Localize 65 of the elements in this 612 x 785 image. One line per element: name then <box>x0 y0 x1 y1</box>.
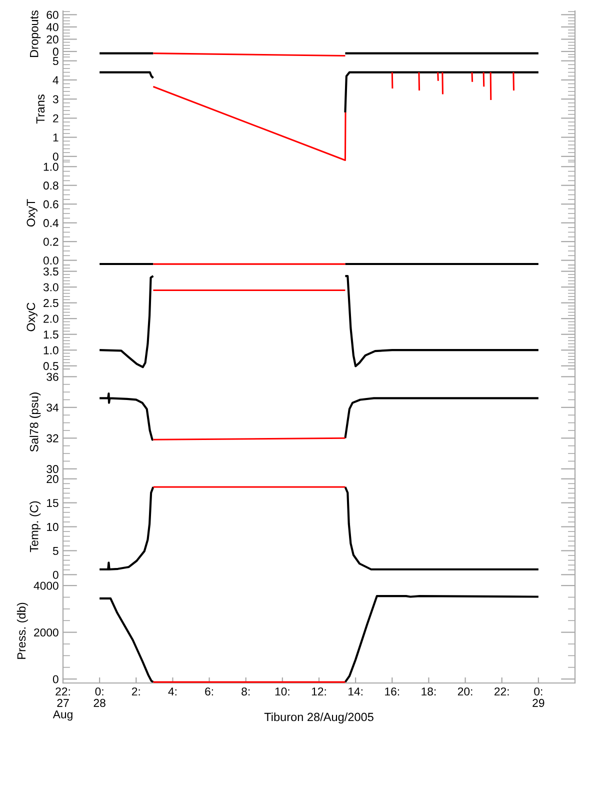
y-tick-label: 3 <box>52 95 58 104</box>
y-tick-label: 60 <box>46 10 58 19</box>
y-axis-title: Sal78 (psu) <box>30 392 41 452</box>
y-axis-title: OxyT <box>26 199 38 227</box>
x-tick-label: 22: <box>494 687 509 696</box>
y-tick-label: 36 <box>46 372 58 381</box>
y-axis-title: Dropouts <box>30 10 41 57</box>
line-series <box>344 595 540 683</box>
y-tick-label: 0.8 <box>43 182 58 190</box>
y-tick-label: 5 <box>52 546 58 555</box>
y-tick-label: 1.0 <box>44 346 58 354</box>
line-series <box>98 392 154 441</box>
y-tick-label: 1 <box>53 134 58 142</box>
x-tick-label: 4: <box>168 688 176 696</box>
y-tick-label: 10 <box>47 522 58 531</box>
y-tick-label: 0.4 <box>43 219 58 228</box>
y-tick-label: 0 <box>52 48 58 56</box>
x-tick-label: 22: 27 Aug <box>52 687 72 721</box>
y-tick-label: 20 <box>46 35 58 44</box>
y-tick-label: 4000 <box>34 582 58 590</box>
y-tick-label: 0.6 <box>43 200 58 208</box>
y-axis-title: OxyC <box>26 302 38 332</box>
y-axis-title: Temp. (C) <box>30 501 41 552</box>
y-tick-label: 2 <box>53 114 58 122</box>
x-axis-title: Tiburon 28/Aug/2005 <box>264 712 374 724</box>
y-tick-label: 2000 <box>34 628 58 637</box>
line-series <box>344 486 540 570</box>
y-tick-label: 4 <box>52 76 58 84</box>
x-tick-label: 20: <box>458 687 472 696</box>
y-tick-label: 1.0 <box>44 162 58 171</box>
x-tick-label: 14: <box>348 688 362 696</box>
x-tick-label: 10: <box>275 687 290 696</box>
y-tick-label: 20 <box>46 475 58 484</box>
line-series <box>344 397 540 440</box>
y-tick-label: 0 <box>52 570 58 579</box>
y-tick-label: 34 <box>46 404 58 412</box>
y-tick-label: 5 <box>52 57 58 66</box>
line-series <box>344 274 540 368</box>
x-tick-label: 18: <box>422 687 436 696</box>
y-tick-label: 32 <box>46 434 58 442</box>
x-tick-label: 8: <box>242 687 250 696</box>
x-tick-label: 0: 29 <box>532 687 544 707</box>
y-tick-label: 0.5 <box>43 362 58 370</box>
line-series <box>98 274 154 368</box>
y-tick-label: 3.5 <box>43 267 58 276</box>
y-axis-title: Trans <box>36 94 45 124</box>
x-tick-label: 2: <box>132 687 140 696</box>
y-tick-label: 2.0 <box>44 314 58 323</box>
x-tick-label: 16: <box>385 687 400 696</box>
x-tick-label: 6: <box>205 687 213 696</box>
y-tick-label: 40 <box>46 23 58 32</box>
y-tick-label: 15 <box>47 499 58 508</box>
y-tick-label: 2.5 <box>44 298 58 308</box>
y-tick-label: 0.2 <box>43 238 58 246</box>
y-tick-label: 3.0 <box>43 283 58 292</box>
x-tick-label: 0: 28 <box>94 687 106 707</box>
y-tick-label: 30 <box>46 465 58 474</box>
y-axis-title: Press. (db) <box>16 602 28 659</box>
y-tick-label: 0 <box>52 675 58 684</box>
y-tick-label: 0 <box>52 152 58 161</box>
y-tick-label: 0.0 <box>43 256 58 265</box>
line-series <box>98 597 154 683</box>
y-tick-label: 1.5 <box>44 330 58 339</box>
x-tick-label: 12: <box>312 687 326 696</box>
line-series <box>98 486 154 570</box>
